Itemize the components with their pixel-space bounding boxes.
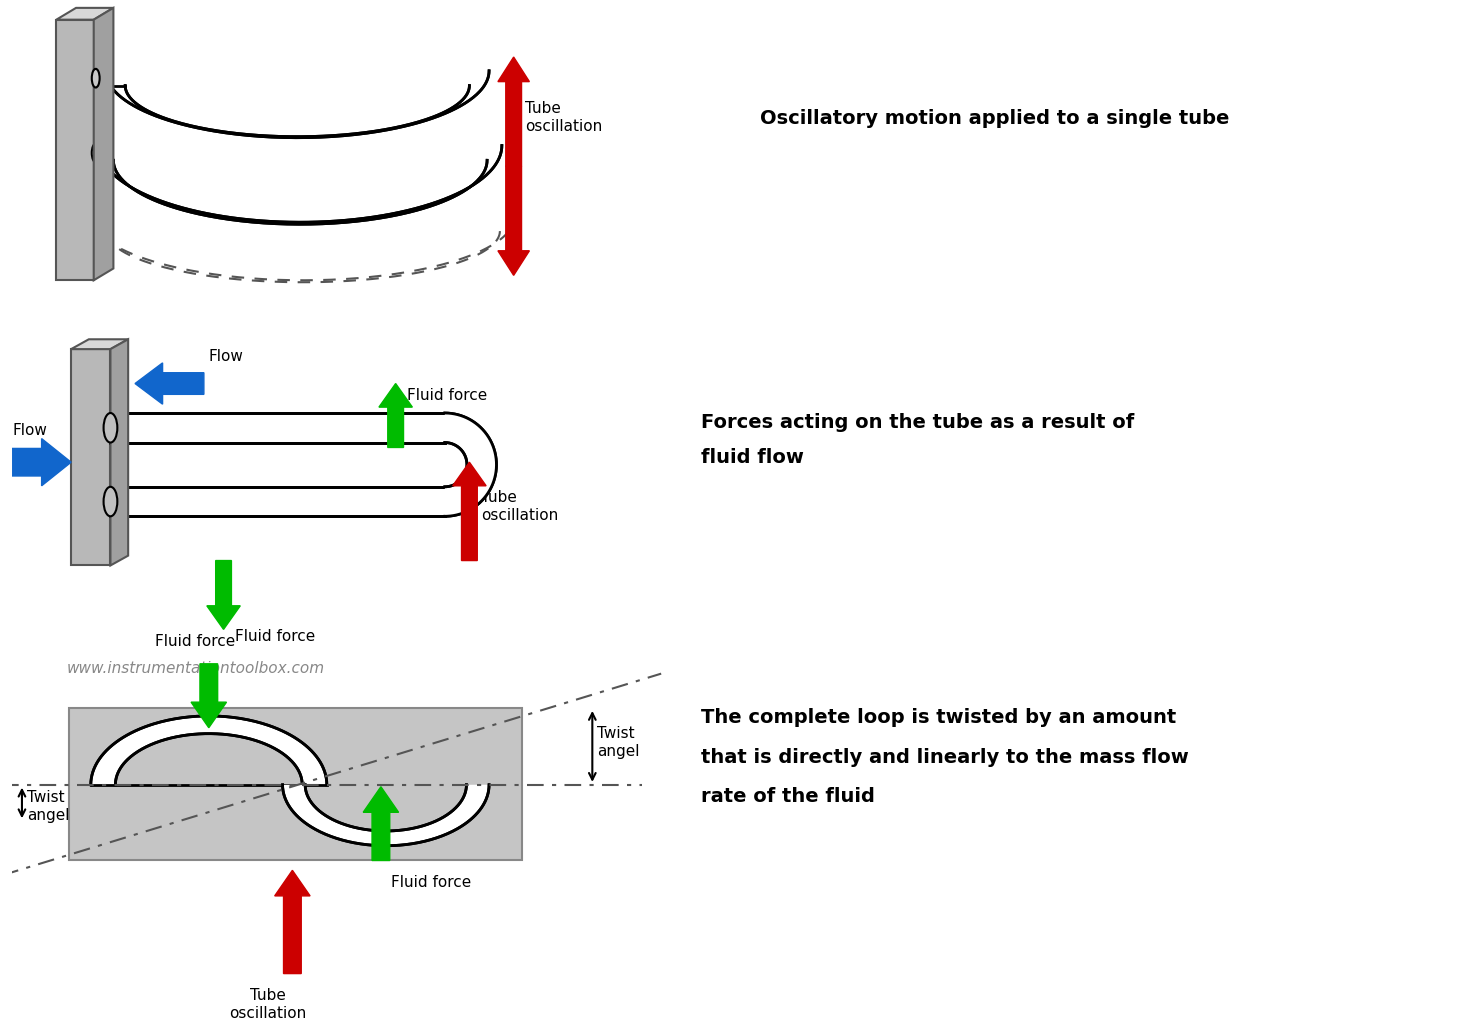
Ellipse shape	[92, 69, 99, 87]
Text: Tube
oscillation: Tube oscillation	[229, 988, 307, 1021]
Text: Forces acting on the tube as a result of: Forces acting on the tube as a result of	[700, 413, 1134, 433]
FancyArrow shape	[378, 383, 412, 448]
Text: Flow: Flow	[12, 422, 47, 438]
Text: rate of the fluid: rate of the fluid	[700, 787, 874, 806]
Text: that is directly and linearly to the mass flow: that is directly and linearly to the mas…	[700, 747, 1188, 767]
FancyArrow shape	[364, 787, 399, 861]
Text: Oscillatory motion applied to a single tube: Oscillatory motion applied to a single t…	[760, 109, 1229, 127]
Polygon shape	[57, 8, 114, 19]
Text: www.instrumentationtoolbox.com: www.instrumentationtoolbox.com	[66, 661, 324, 676]
FancyArrow shape	[191, 664, 226, 728]
Polygon shape	[111, 487, 444, 517]
Polygon shape	[94, 8, 114, 280]
Polygon shape	[444, 413, 497, 517]
Polygon shape	[72, 350, 111, 566]
Text: Flow: Flow	[209, 348, 244, 364]
Polygon shape	[91, 715, 327, 785]
Polygon shape	[99, 146, 503, 224]
FancyArrow shape	[207, 561, 240, 629]
Ellipse shape	[104, 413, 117, 443]
Polygon shape	[282, 785, 489, 846]
Ellipse shape	[92, 144, 99, 162]
Polygon shape	[72, 339, 129, 350]
Text: Fluid force: Fluid force	[155, 634, 235, 649]
Ellipse shape	[104, 487, 117, 517]
Polygon shape	[111, 339, 129, 566]
Polygon shape	[111, 413, 444, 443]
Text: Tube
oscillation: Tube oscillation	[481, 490, 558, 523]
FancyArrow shape	[498, 166, 529, 276]
Bar	[69, 708, 522, 861]
Text: Fluid force: Fluid force	[390, 875, 470, 891]
Text: Fluid force: Fluid force	[408, 388, 488, 404]
FancyArrow shape	[12, 439, 72, 486]
Text: Twist
angel: Twist angel	[598, 727, 640, 758]
FancyArrow shape	[453, 462, 487, 561]
Polygon shape	[105, 71, 489, 137]
Polygon shape	[57, 19, 94, 280]
Text: The complete loop is twisted by an amount: The complete loop is twisted by an amoun…	[700, 708, 1176, 728]
Text: Twist
angel: Twist angel	[26, 790, 69, 823]
Text: Tube
oscillation: Tube oscillation	[526, 101, 603, 133]
FancyArrow shape	[275, 870, 310, 974]
FancyArrow shape	[134, 363, 205, 404]
FancyArrow shape	[498, 57, 529, 166]
Text: Fluid force: Fluid force	[235, 629, 316, 645]
Text: fluid flow: fluid flow	[700, 448, 804, 466]
